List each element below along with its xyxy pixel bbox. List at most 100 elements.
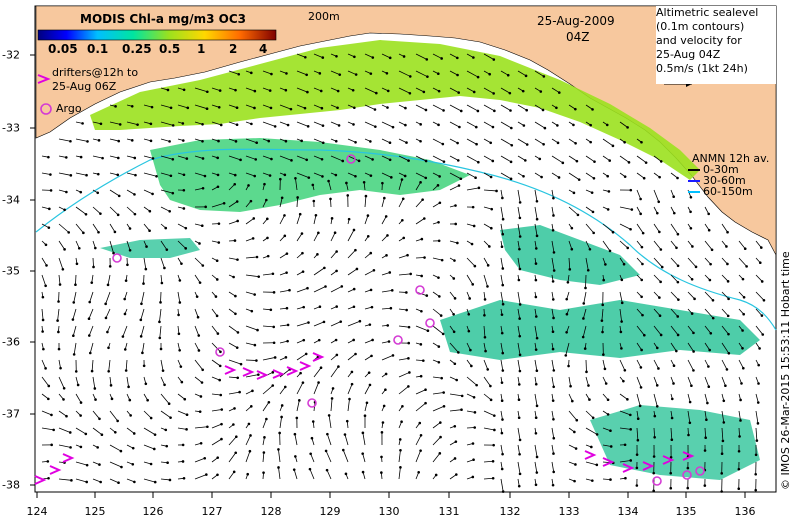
velocity-vector-head xyxy=(590,446,593,449)
velocity-vector-head xyxy=(124,313,127,316)
velocity-vector-head xyxy=(525,75,528,78)
velocity-vector-head xyxy=(370,289,373,292)
velocity-vector-head xyxy=(501,352,504,355)
velocity-vector-head xyxy=(98,139,101,142)
velocity-vector-head xyxy=(201,224,204,227)
velocity-vector-head xyxy=(656,212,659,215)
velocity-vector-head xyxy=(423,256,426,259)
velocity-vector-head xyxy=(536,369,539,372)
velocity-vector-head xyxy=(535,483,538,486)
velocity-vector-head xyxy=(658,176,661,179)
velocity-vector-head xyxy=(387,90,390,93)
velocity-vector-head xyxy=(456,74,459,77)
velocity-vector-head xyxy=(569,385,572,388)
velocity-vector-head xyxy=(726,368,729,371)
velocity-vector-head xyxy=(420,434,423,437)
velocity-vector-head xyxy=(364,414,367,417)
velocity-vector-head xyxy=(381,182,384,185)
velocity-vector-head xyxy=(286,307,289,310)
velocity-vector-head xyxy=(705,418,708,421)
velocity-vector-head xyxy=(457,159,460,162)
velocity-vector-head xyxy=(535,416,538,419)
velocity-vector-head xyxy=(185,428,188,431)
x-tick-marks xyxy=(37,492,745,498)
velocity-vector-head xyxy=(535,315,538,318)
velocity-vector-head xyxy=(336,354,339,357)
velocity-vector-head xyxy=(501,313,504,316)
velocity-vector-head xyxy=(161,282,164,285)
x-tick-label: 134 xyxy=(618,505,639,518)
velocity-vector-head xyxy=(659,281,662,284)
velocity-vector-head xyxy=(179,279,182,282)
velocity-vector-head xyxy=(366,401,369,404)
velocity-vector-head xyxy=(250,310,253,313)
velocity-vector-head xyxy=(183,477,186,480)
velocity-vector-head xyxy=(168,140,171,143)
velocity-vector-head xyxy=(160,348,163,351)
velocity-vector-head xyxy=(285,72,288,75)
velocity-vector-head xyxy=(142,282,145,285)
velocity-vector-head xyxy=(338,73,341,76)
velocity-vector-head xyxy=(501,418,504,421)
velocity-vector-head xyxy=(418,422,421,425)
velocity-vector-head xyxy=(761,314,764,317)
velocity-vector-head xyxy=(181,381,184,384)
velocity-vector-head xyxy=(149,210,152,213)
velocity-vector-head xyxy=(645,161,648,164)
velocity-vector-head xyxy=(552,197,555,200)
velocity-vector-head xyxy=(738,468,741,471)
velocity-vector-head xyxy=(206,425,209,428)
velocity-vector-head xyxy=(437,124,440,127)
velocity-vector-head xyxy=(626,247,629,250)
velocity-vector-head xyxy=(460,177,463,180)
velocity-vector-head xyxy=(171,192,174,195)
x-tick-label: 127 xyxy=(202,505,223,518)
velocity-vector-head xyxy=(596,433,599,436)
velocity-vector-head xyxy=(158,321,161,324)
velocity-vector-head xyxy=(63,248,66,251)
velocity-vector-head xyxy=(133,193,136,196)
velocity-vector-head xyxy=(67,231,70,234)
velocity-vector-head xyxy=(493,429,496,432)
velocity-vector-head xyxy=(556,124,559,127)
velocity-vector-head xyxy=(604,368,607,371)
velocity-vector-head xyxy=(215,295,218,298)
velocity-vector-head xyxy=(265,418,268,421)
velocity-vector-head xyxy=(593,160,596,163)
velocity-vector-head xyxy=(467,313,470,316)
velocity-vector-head xyxy=(374,108,377,111)
velocity-vector-head xyxy=(518,317,521,320)
velocity-vector-head xyxy=(471,283,474,286)
velocity-vector-head xyxy=(165,445,168,448)
velocity-vector-head xyxy=(540,176,543,179)
velocity-vector-head xyxy=(270,309,273,312)
velocity-vector-head xyxy=(629,189,632,192)
velocity-vector-head xyxy=(59,283,62,286)
velocity-vector-head xyxy=(542,109,545,112)
velocity-vector-head xyxy=(641,246,644,249)
velocity-vector-head xyxy=(607,208,610,211)
velocity-vector-head xyxy=(309,452,312,455)
velocity-vector-head xyxy=(437,184,440,187)
velocity-vector-head xyxy=(486,285,489,288)
velocity-vector-head xyxy=(407,357,410,360)
velocity-vector-head xyxy=(388,340,391,343)
velocity-vector-head xyxy=(287,324,290,327)
velocity-vector-head xyxy=(676,177,679,180)
velocity-vector-head xyxy=(110,384,113,387)
velocity-vector-head xyxy=(691,245,694,248)
velocity-vector-head xyxy=(756,439,759,442)
velocity-vector-head xyxy=(163,383,166,386)
velocity-vector-head xyxy=(344,433,347,436)
velocity-vector-head xyxy=(677,264,680,267)
velocity-vector-head xyxy=(234,295,237,298)
velocity-vector-head xyxy=(592,211,595,214)
velocity-vector-head xyxy=(327,180,330,183)
velocity-vector-head xyxy=(63,387,66,390)
velocity-vector-head xyxy=(584,287,587,290)
velocity-vector-head xyxy=(217,332,220,335)
velocity-vector-head xyxy=(643,334,646,337)
velocity-vector-head xyxy=(65,191,68,194)
velocity-vector-head xyxy=(216,315,219,318)
velocity-vector-head xyxy=(660,160,663,163)
